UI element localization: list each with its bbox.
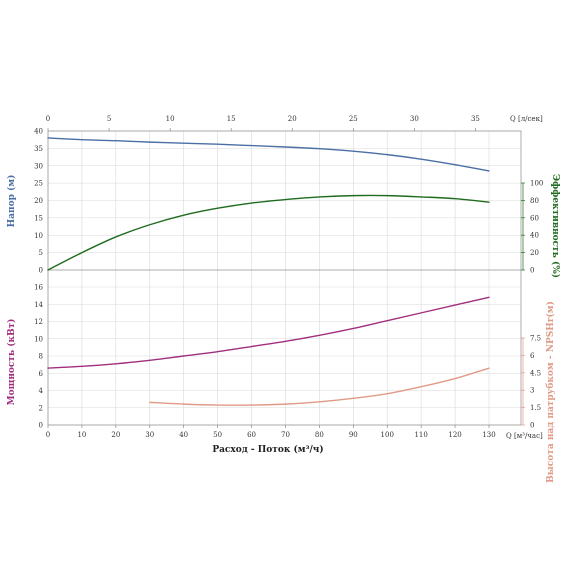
lower-left-tick-label: 12 (34, 318, 43, 326)
head-curve (47, 137, 490, 172)
bottom-x-axis-unit: Q [м³/час] (506, 432, 543, 440)
lower-right-tick-label: 7.5 (530, 335, 541, 343)
lower-right-tick-label: 6 (530, 352, 535, 360)
lower-left-tick-label: 4 (39, 387, 44, 395)
top-x-tick-label: 35 (471, 115, 480, 123)
lower-left-tick-label: 16 (34, 284, 43, 292)
upper-right-tick-label: 0 (530, 267, 534, 275)
lower-left-tick-label: 8 (39, 353, 43, 361)
top-x-tick-label: 25 (349, 115, 358, 123)
x-tick-label: 100 (381, 431, 394, 439)
upper-left-tick-label: 0 (39, 267, 43, 275)
x-tick-label: 130 (482, 431, 495, 439)
upper-right-tick-label: 60 (530, 214, 539, 222)
upper-left-tick-label: 20 (34, 197, 43, 205)
x-tick-label: 70 (281, 431, 290, 439)
x-tick-label: 40 (179, 431, 188, 439)
lower-left-tick-label: 2 (39, 404, 43, 412)
lower-right-tick-label: 3 (530, 387, 534, 395)
lower-left-tick-label: 10 (34, 335, 43, 343)
upper-left-tick-label: 10 (34, 232, 43, 240)
npsh-curve (149, 367, 490, 406)
upper-left-tick-label: 5 (39, 249, 43, 257)
x-tick-label: 0 (46, 431, 50, 439)
top-x-tick-label: 5 (107, 115, 111, 123)
top-x-tick-label: 30 (410, 115, 419, 123)
top-x-axis-unit: Q [л/сек] (510, 115, 543, 123)
upper-right-tick-label: 40 (530, 232, 539, 240)
npsh-axis-title: Высота над патрубком - NPSHr(м) (545, 301, 556, 483)
upper-left-tick-label: 25 (34, 180, 43, 188)
lower-left-tick-label: 6 (39, 370, 44, 378)
lower-left-tick-label: 0 (39, 422, 43, 430)
x-tick-label: 20 (111, 431, 120, 439)
x-tick-label: 60 (247, 431, 256, 439)
lower-right-tick-label: 4.5 (530, 369, 541, 377)
upper-left-tick-label: 15 (34, 214, 43, 222)
efficiency-axis-title: Эффективность (%) (550, 174, 561, 278)
lower-right-tick-label: 0 (530, 422, 534, 430)
lower-right-tick-label: 1.5 (530, 404, 541, 412)
x-tick-label: 80 (315, 431, 324, 439)
efficiency-curve (47, 194, 490, 271)
upper-right-tick-label: 80 (530, 197, 539, 205)
upper-left-tick-label: 30 (34, 162, 43, 170)
x-axis-title: Расход - Поток (м³/ч) (212, 444, 323, 455)
power-curve (47, 296, 490, 369)
upper-left-tick-label: 35 (34, 145, 43, 153)
x-tick-label: 50 (213, 431, 222, 439)
upper-left-tick-label: 40 (34, 128, 43, 136)
x-tick-label: 110 (414, 431, 427, 439)
top-x-tick-label: 15 (227, 115, 236, 123)
top-x-tick-label: 10 (166, 115, 175, 123)
top-x-tick-label: 20 (288, 115, 297, 123)
upper-right-tick-label: 20 (530, 249, 539, 257)
upper-right-tick-label: 100 (530, 180, 543, 188)
x-tick-label: 90 (349, 431, 358, 439)
head-axis-title: Напор (м) (6, 175, 17, 228)
plot-frame (47, 130, 522, 426)
curves (47, 137, 490, 406)
lower-left-tick-label: 14 (34, 301, 43, 309)
top-x-tick-label: 0 (46, 115, 50, 123)
x-tick-label: 10 (77, 431, 86, 439)
x-tick-label: 120 (448, 431, 461, 439)
grid-lines (47, 130, 521, 426)
x-tick-label: 30 (145, 431, 154, 439)
power-axis-title: Мощность (кВт) (6, 319, 17, 406)
plot-border (47, 130, 522, 426)
